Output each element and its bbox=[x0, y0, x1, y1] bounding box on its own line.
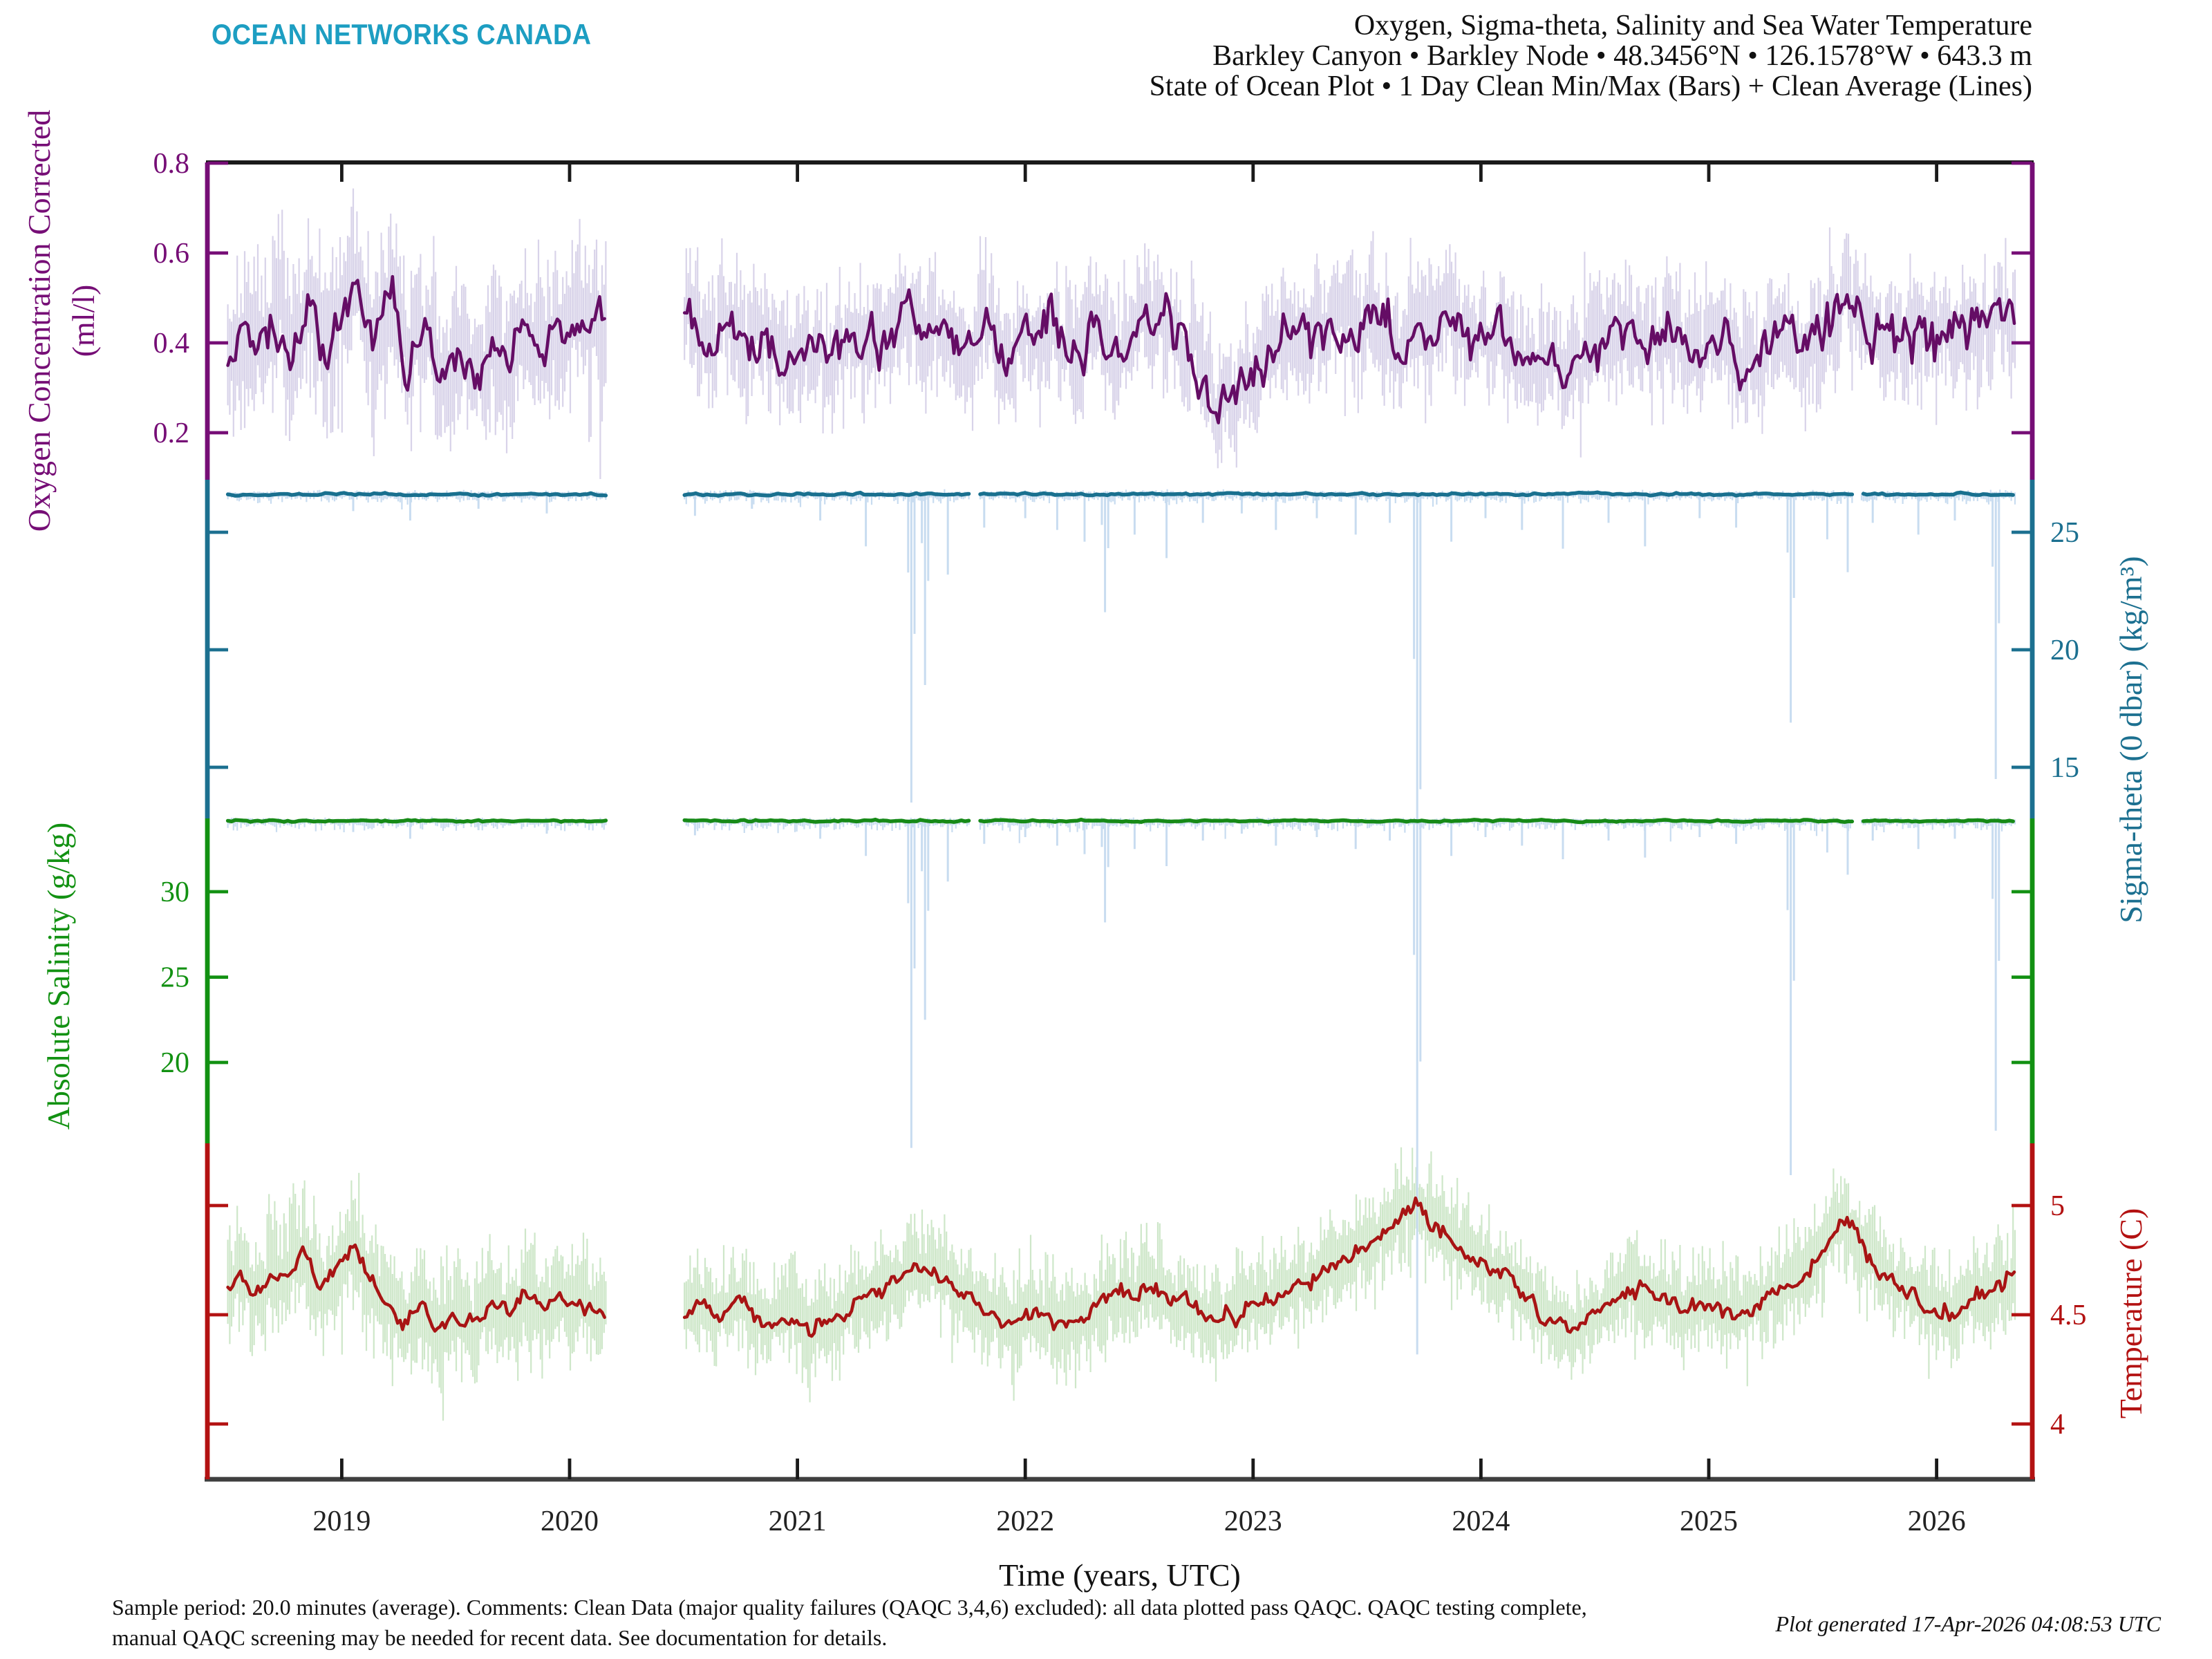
oxygen-axis-label: Oxygen Concentration Corrected bbox=[21, 110, 57, 532]
plot-title-line1: Oxygen, Sigma-theta, Salinity and Sea Wa… bbox=[1353, 8, 2032, 41]
oxygen-tick-label: 0.8 bbox=[153, 148, 190, 180]
sigma-theta-axis-label: Sigma-theta (0 dbar) (kg/m³) bbox=[2113, 556, 2148, 923]
x-tick-label: 2024 bbox=[1452, 1506, 1510, 1537]
oxygen-mean-line bbox=[226, 274, 2016, 424]
oxygen-tick-label: 0.6 bbox=[153, 238, 190, 270]
temperature-tick-label: 4.5 bbox=[2050, 1300, 2087, 1331]
salinity-axis: 30 25 20 bbox=[160, 818, 2035, 1143]
x-axis-title: Time (years, UTC) bbox=[999, 1557, 1241, 1593]
plot-frame bbox=[205, 160, 2035, 1482]
x-tick-label: 2022 bbox=[996, 1506, 1054, 1537]
sigma_theta-tick-label: 15 bbox=[2050, 752, 2079, 784]
oxygen-tick-label: 0.2 bbox=[153, 418, 190, 449]
temperature-tick-label: 5 bbox=[2050, 1190, 2065, 1222]
x-tick-label: 2021 bbox=[769, 1506, 827, 1537]
x-tick-label: 2026 bbox=[1908, 1506, 1966, 1537]
oxygen-minmax-bars bbox=[227, 188, 2016, 479]
onc-logo: OCEAN NETWORKS CANADA bbox=[212, 19, 592, 51]
salinity-mean-line bbox=[225, 817, 2015, 825]
oxygen-tick-label: 0.4 bbox=[153, 328, 190, 359]
footer-comments: Sample period: 20.0 minutes (average). C… bbox=[112, 1594, 1587, 1655]
x-tick-label: 2020 bbox=[541, 1506, 599, 1537]
temperature-axis: 54.54 bbox=[205, 1143, 2087, 1479]
x-tick-label: 2023 bbox=[1224, 1506, 1282, 1537]
x-tick-label: 2019 bbox=[312, 1506, 371, 1537]
sigma_theta-tick-label: 25 bbox=[2050, 517, 2079, 549]
oxygen-axis-units: (ml/l) bbox=[66, 285, 101, 357]
sigma_theta-tick-label: 20 bbox=[2050, 635, 2079, 666]
plot-generated-timestamp: Plot generated 17-Apr-2026 04:08:53 UTC bbox=[1775, 1613, 2161, 1637]
temperature-axis-label: Temperature (C) bbox=[2113, 1208, 2148, 1419]
footer-line2: manual QAQC screening may be needed for … bbox=[112, 1627, 888, 1651]
oxygen-axis: 0.8 0.6 0.4 0.2 bbox=[153, 148, 2035, 480]
plot-title-line2: Barkley Canyon • Barkley Node • 48.3456°… bbox=[1212, 39, 2032, 72]
temperature-tick-label: 4 bbox=[2050, 1409, 2065, 1441]
title-block: Oxygen, Sigma-theta, Salinity and Sea Wa… bbox=[1150, 10, 2032, 101]
sigma_theta-axis: 25 20 15 bbox=[205, 480, 2079, 818]
sigma_theta-mean-line bbox=[225, 490, 2015, 498]
freshening-event-spikes bbox=[352, 496, 2000, 1355]
salinity-axis-label: Absolute Salinity (g/kg) bbox=[41, 823, 76, 1130]
plot-title-line3: State of Ocean Plot • 1 Day Clean Min/Ma… bbox=[1149, 69, 2032, 102]
temperature-mean-line bbox=[226, 1196, 2016, 1338]
x-tick-label: 2025 bbox=[1680, 1506, 1738, 1537]
salinity-tick-label: 25 bbox=[160, 962, 189, 994]
x-axis: 2019 2020 2021 2022 2023 2024 2025 2026 Time (ye… bbox=[312, 162, 1966, 1593]
footer-line1: Sample period: 20.0 minutes (average). C… bbox=[112, 1597, 1587, 1620]
salinity-tick-label: 30 bbox=[160, 877, 189, 908]
salinity-tick-label: 20 bbox=[160, 1047, 189, 1079]
